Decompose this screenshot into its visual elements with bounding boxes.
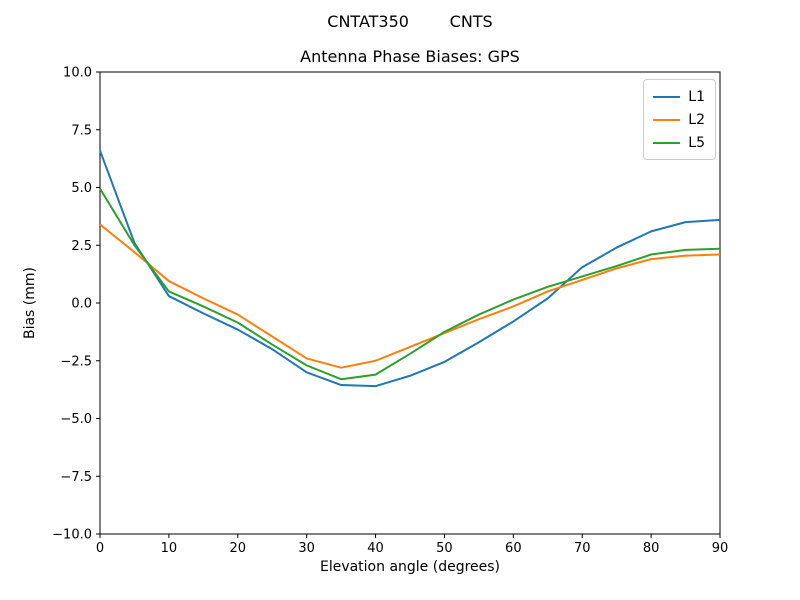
y-tick-label: 5.0 [71,181,92,196]
legend: L1 L2 L5 [643,79,716,160]
x-tick-label: 50 [436,541,453,556]
x-tick-label: 90 [712,541,729,556]
x-tick-label: 60 [505,541,522,556]
series-line-L5 [99,188,721,381]
x-tick-label: 30 [298,541,315,556]
series-line-L1 [99,150,721,388]
legend-label: L2 [688,111,705,128]
legend-item: L1 [653,85,705,108]
legend-line-swatch [653,141,681,144]
x-tick-label: 70 [574,541,591,556]
legend-line-swatch [653,118,681,121]
x-axis-label: Elevation angle (degrees) [319,559,501,575]
x-tick-label: 10 [161,541,178,556]
legend-label: L1 [688,88,705,105]
y-tick-label: −10.0 [52,528,92,543]
legend-item: L5 [653,131,705,154]
y-tick-label: −7.5 [60,470,92,485]
y-tick-label: 7.5 [71,123,92,138]
x-tick-label: 80 [643,541,660,556]
y-tick-label: 2.5 [71,239,92,254]
chart-subtitle: Antenna Phase Biases: GPS [300,47,520,66]
legend-label: L5 [688,134,705,151]
y-tick-label: 10.0 [63,66,92,81]
y-axis-label: Bias (mm) [22,266,38,340]
x-tick-label: 0 [96,541,104,556]
chart-title: CNTAT350 CNTS [327,12,493,31]
x-tick-label: 20 [230,541,247,556]
y-tick-label: 0.0 [71,297,92,312]
x-tick-label: 40 [367,541,384,556]
legend-line-swatch [653,95,681,98]
y-tick-label: −5.0 [60,412,92,427]
y-tick-label: −2.5 [60,354,92,369]
legend-item: L2 [653,108,705,131]
series-line-L2 [99,223,721,369]
